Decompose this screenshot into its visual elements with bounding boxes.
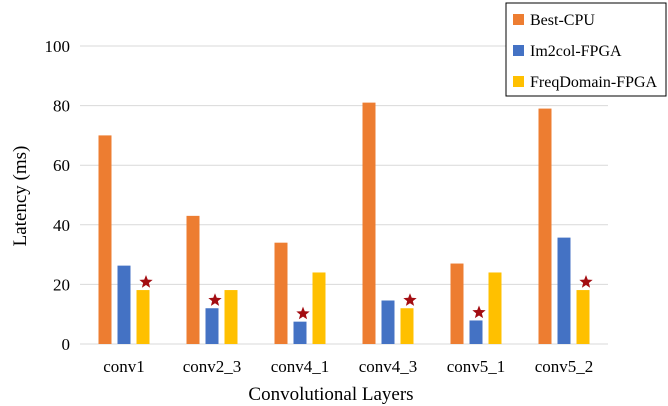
bar-best-cpu-conv4-1 — [274, 242, 288, 344]
bars — [98, 102, 590, 345]
x-tick-label: conv4_3 — [359, 357, 418, 376]
y-tick-label: 20 — [53, 275, 70, 294]
y-tick-label: 60 — [53, 156, 70, 175]
legend-label: Best-CPU — [530, 12, 595, 29]
legend-swatch — [513, 14, 524, 25]
bar-best-cpu-conv4-3 — [362, 102, 376, 345]
legend-label: Im2col-FPGA — [530, 43, 622, 60]
bar-im2col-fpga-conv2-3 — [205, 308, 219, 344]
bar-im2col-fpga-conv4-3 — [381, 300, 395, 344]
best-markers — [139, 275, 593, 320]
bar-freqdomain-fpga-conv5-1 — [488, 272, 502, 344]
y-axis-title: Latency (ms) — [10, 146, 31, 247]
bar-freqdomain-fpga-conv2-3 — [224, 290, 238, 344]
x-tick-label: conv1 — [103, 357, 145, 376]
y-tick-label: 80 — [53, 97, 70, 116]
bar-freqdomain-fpga-conv5-2 — [576, 290, 590, 344]
y-tick-label: 100 — [45, 37, 71, 56]
legend: Best-CPU Im2col-FPGA FreqDomain-FPGA — [505, 2, 667, 97]
bar-im2col-fpga-conv4-1 — [293, 321, 307, 344]
bar-im2col-fpga-conv5-1 — [469, 320, 483, 344]
star-icon — [403, 293, 417, 306]
legend-label: FreqDomain-FPGA — [530, 74, 658, 91]
bar-best-cpu-conv5-2 — [538, 108, 552, 344]
bar-freqdomain-fpga-conv1 — [136, 290, 150, 344]
star-icon — [139, 275, 153, 288]
x-tick-label: conv5_2 — [535, 357, 594, 376]
legend-box — [505, 2, 667, 97]
star-icon — [208, 293, 222, 306]
x-axis-title: Convolutional Layers — [248, 384, 413, 405]
y-tick-label: 40 — [53, 216, 70, 235]
star-icon — [579, 275, 593, 288]
bar-freqdomain-fpga-conv4-1 — [312, 272, 326, 344]
y-tick-labels: 0 20 40 60 80 100 — [45, 37, 71, 354]
x-tick-label: conv4_1 — [271, 357, 330, 376]
bar-im2col-fpga-conv1 — [117, 265, 131, 344]
star-icon — [296, 306, 310, 320]
legend-swatch — [513, 76, 524, 87]
bar-best-cpu-conv2-3 — [186, 215, 200, 344]
gridlines — [80, 45, 608, 345]
x-tick-labels: conv1 conv2_3 conv4_1 conv4_3 conv5_1 conv5_2 — [103, 357, 593, 376]
bar-best-cpu-conv5-1 — [450, 263, 464, 344]
bar-im2col-fpga-conv5-2 — [557, 237, 571, 344]
legend-swatch — [513, 45, 524, 56]
x-tick-label: conv5_1 — [447, 357, 506, 376]
bar-best-cpu-conv1 — [98, 135, 112, 344]
y-tick-label: 0 — [62, 335, 71, 354]
star-icon — [472, 305, 486, 319]
bar-freqdomain-fpga-conv4-3 — [400, 308, 414, 344]
x-tick-label: conv2_3 — [183, 357, 242, 376]
